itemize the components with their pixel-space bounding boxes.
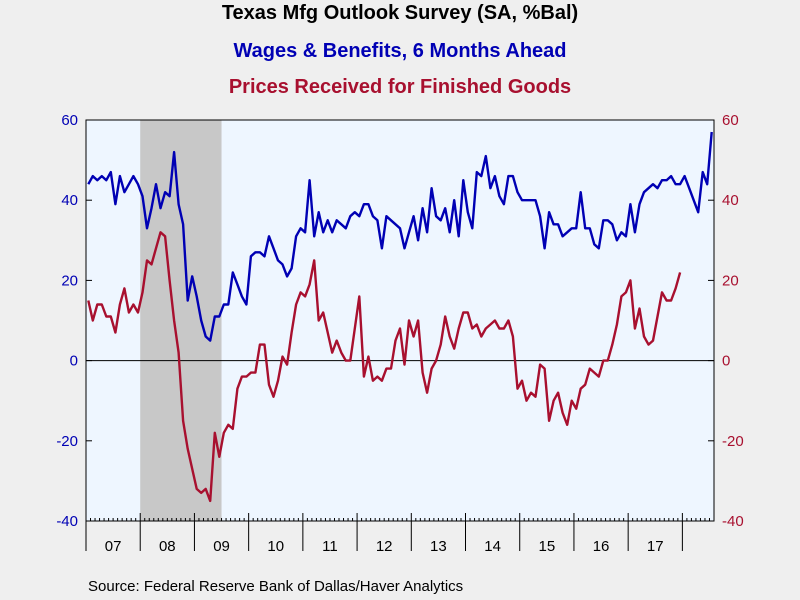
y-right-tick-label: 60	[722, 112, 739, 129]
x-tick-label: 13	[430, 538, 447, 555]
prices-received-line	[87, 231, 682, 503]
chart-title: Texas Mfg Outlook Survey (SA, %Bal)	[221, 2, 579, 24]
y-left-tick-label: 40	[61, 192, 78, 209]
x-tick-label: 12	[376, 538, 393, 555]
y-left-tick-label: -20	[56, 433, 78, 450]
chart-subtitle-wages: Wages & Benefits, 6 Months Ahead	[233, 40, 567, 62]
y-right-tick-label: -40	[722, 513, 744, 530]
x-tick-label: 16	[593, 538, 610, 555]
y-left-tick-label: 60	[61, 112, 78, 129]
x-tick-label: 17	[647, 538, 664, 555]
x-tick-label: 08	[159, 538, 176, 555]
x-tick-label: 11	[322, 538, 338, 555]
y-right-tick-label: -20	[722, 433, 744, 450]
recession-shading	[140, 120, 222, 521]
chart-subtitle-prices: Prices Received for Finished Goods	[228, 76, 572, 98]
x-tick-label: 15	[538, 538, 555, 555]
y-left-tick-label: 0	[70, 353, 78, 370]
plot-frame	[85, 119, 715, 522]
x-tick-label: 07	[105, 538, 122, 555]
x-tick-label: 14	[484, 538, 501, 555]
wages-benefits-line	[87, 131, 713, 342]
y-left-tick-label: -40	[56, 513, 78, 530]
x-tick-label: 10	[267, 538, 284, 555]
y-left-tick-label: 20	[61, 272, 78, 289]
x-tick-label: 09	[213, 538, 230, 555]
y-right-tick-label: 0	[722, 353, 730, 370]
y-right-tick-label: 20	[722, 272, 739, 289]
y-right-tick-label: 40	[722, 192, 739, 209]
source-note: Source: Federal Reserve Bank of Dallas/H…	[88, 578, 464, 595]
